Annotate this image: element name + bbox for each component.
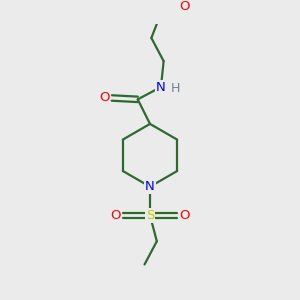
Text: O: O	[179, 0, 190, 13]
Text: N: N	[156, 81, 166, 94]
Text: O: O	[99, 92, 110, 104]
Text: O: O	[180, 209, 190, 222]
Text: N: N	[145, 180, 155, 193]
Text: O: O	[110, 209, 120, 222]
Text: H: H	[170, 82, 180, 95]
Text: S: S	[146, 209, 154, 222]
